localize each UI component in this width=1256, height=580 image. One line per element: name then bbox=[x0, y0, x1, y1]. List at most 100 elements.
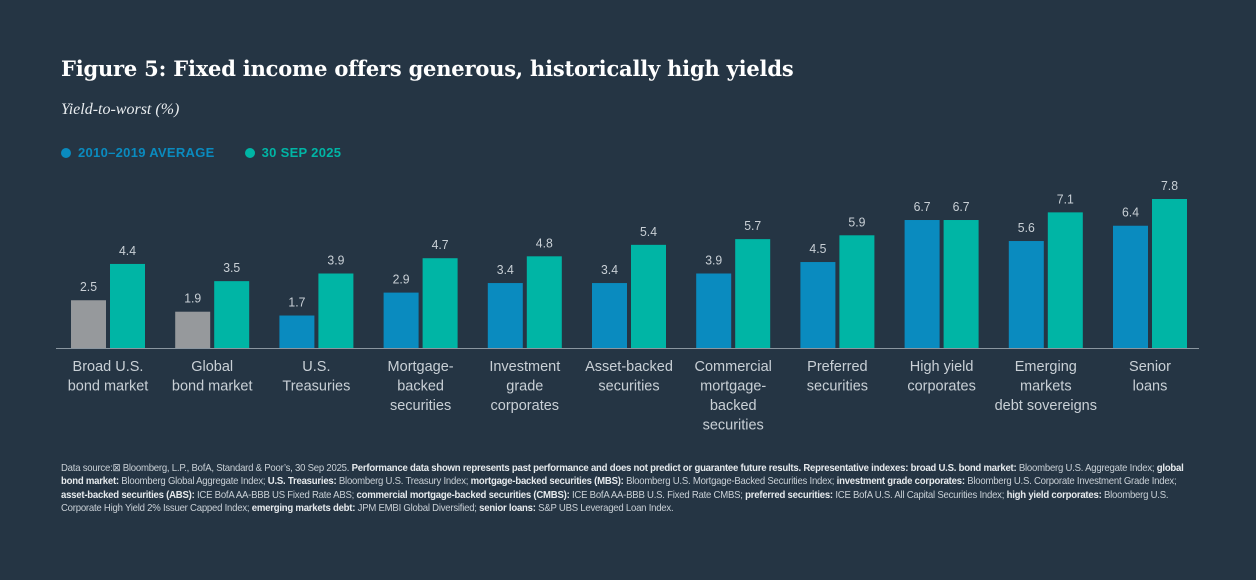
footnote-text: Bloomberg U.S. Treasury Index; bbox=[336, 476, 471, 488]
legend: 2010–2019 AVERAGE 30 SEP 2025 bbox=[61, 145, 341, 160]
footnote-text: S&P UBS Leveraged Loan Index. bbox=[535, 502, 674, 514]
category-label: Asset-backed bbox=[585, 359, 673, 375]
category-label: securities bbox=[598, 379, 659, 395]
footnote-bold-text: asset-backed securities (ABS): bbox=[61, 489, 195, 501]
footnote-text: Bloomberg U.S. Mortgage-Backed Securitie… bbox=[623, 476, 837, 488]
footnote-text: Bloomberg U.S. Corporate High Yield 2% I… bbox=[61, 489, 1169, 514]
category-label: securities bbox=[807, 379, 868, 395]
bar-current bbox=[318, 273, 354, 348]
bar-current bbox=[1047, 212, 1083, 348]
footnote: Data source:⊠ Bloomberg, L.P., BofA, Sta… bbox=[61, 462, 1201, 515]
bar-current bbox=[214, 281, 250, 348]
footnote-bold-text: global bond market: bbox=[61, 463, 1184, 488]
data-label: 4.7 bbox=[432, 237, 449, 252]
footnote-text: Bloomberg U.S. Corporate Investment Grad… bbox=[964, 476, 1177, 488]
category-label: Senior bbox=[1129, 359, 1171, 375]
legend-label-current: 30 SEP 2025 bbox=[261, 145, 342, 160]
data-label: 5.7 bbox=[744, 218, 761, 233]
legend-item-current: 30 SEP 2025 bbox=[244, 145, 342, 160]
chart-title: Figure 5: Fixed income offers generous, … bbox=[61, 56, 794, 81]
category-label: securities bbox=[703, 418, 764, 434]
data-label: 4.4 bbox=[119, 243, 136, 258]
bar-average bbox=[904, 220, 940, 348]
bar-average bbox=[1113, 225, 1148, 348]
bar-current bbox=[735, 239, 771, 348]
data-label: 6.7 bbox=[914, 199, 931, 214]
footnote-text: Bloomberg Global Aggregate Index; bbox=[118, 476, 268, 488]
footnote-text: ICE BofA AA-BBB U.S. Fixed Rate CMBS; bbox=[569, 489, 746, 501]
footnote-bold-text: U.S. Treasuries: bbox=[267, 476, 337, 488]
bar-average bbox=[487, 283, 523, 348]
category-label: backed bbox=[710, 398, 757, 414]
category-label: securities bbox=[390, 398, 451, 414]
bar-current bbox=[422, 258, 458, 348]
category-label: Investment bbox=[489, 359, 560, 375]
bar-average bbox=[800, 262, 836, 348]
legend-dot-average bbox=[61, 147, 71, 158]
category-label: Commercial bbox=[695, 359, 772, 375]
footnote-text: ICE BofA AA-BBB US Fixed Rate ABS; bbox=[194, 489, 357, 501]
footnote-bold-text: investment grade corporates: bbox=[836, 476, 965, 488]
data-label: 3.9 bbox=[327, 253, 344, 268]
footnote-bold-text: preferred securities: bbox=[745, 489, 833, 501]
category-label: markets bbox=[1020, 379, 1072, 395]
category-label: Mortgage- bbox=[388, 359, 454, 375]
data-label: 3.5 bbox=[223, 260, 240, 275]
data-label: 5.9 bbox=[848, 214, 865, 229]
category-label: mortgage- bbox=[700, 379, 766, 395]
data-label: 3.4 bbox=[497, 262, 514, 277]
footnote-text: Data source:⊠ Bloomberg, L.P., BofA, Sta… bbox=[61, 463, 352, 474]
data-label: 2.5 bbox=[80, 279, 97, 294]
data-label: 6.7 bbox=[953, 199, 970, 214]
bar-current bbox=[1152, 199, 1187, 348]
footnote-text: Bloomberg U.S. Aggregate Index; bbox=[1016, 463, 1157, 474]
bar-average bbox=[71, 300, 106, 348]
category-label: corporates bbox=[491, 398, 560, 414]
bar-current bbox=[631, 244, 666, 348]
category-label: Global bbox=[191, 359, 233, 375]
legend-label-average: 2010–2019 AVERAGE bbox=[78, 145, 215, 160]
category-label: corporates bbox=[907, 379, 976, 395]
data-label: 4.5 bbox=[809, 241, 826, 256]
footnote-bold-text: commercial mortgage-backed securities (C… bbox=[356, 489, 570, 501]
bar-current bbox=[110, 263, 145, 348]
bar-average bbox=[592, 283, 627, 348]
data-label: 7.1 bbox=[1057, 191, 1074, 206]
bar-current bbox=[943, 220, 979, 348]
footnote-bold-text: high yield corporates: bbox=[1006, 489, 1102, 501]
data-label: 1.9 bbox=[184, 291, 201, 306]
footnote-text: JPM EMBI Global Diversified; bbox=[355, 502, 480, 514]
data-label: 6.4 bbox=[1122, 205, 1139, 220]
category-label: Treasuries bbox=[282, 379, 350, 395]
bar-chart: 2.5 4.4 Broad U.S. bond market 1.9 3.5 Global b… bbox=[56, 178, 1199, 434]
bar-average bbox=[279, 315, 315, 348]
category-label: High yield bbox=[910, 359, 974, 375]
bar-average bbox=[383, 292, 419, 348]
legend-dot-current bbox=[244, 147, 255, 158]
data-label: 1.7 bbox=[288, 295, 305, 310]
category-label: bond market bbox=[68, 379, 149, 395]
data-label: 7.8 bbox=[1161, 178, 1178, 193]
category-label: Emerging bbox=[1015, 359, 1077, 375]
chart-subtitle: Yield-to-worst (%) bbox=[61, 101, 180, 118]
data-label: 5.4 bbox=[640, 224, 657, 239]
category-label: grade bbox=[506, 379, 543, 395]
category-label: loans bbox=[1133, 379, 1168, 395]
bar-average bbox=[175, 311, 211, 348]
data-label: 2.9 bbox=[393, 272, 410, 287]
category-label: bond market bbox=[172, 379, 253, 395]
category-label: U.S. bbox=[302, 359, 330, 375]
data-label: 3.4 bbox=[601, 262, 618, 277]
data-label: 4.8 bbox=[536, 235, 553, 250]
category-label: Preferred bbox=[807, 359, 867, 375]
bar-current bbox=[526, 256, 562, 348]
category-label: debt sovereigns bbox=[995, 398, 1097, 414]
footnote-bold-text: emerging markets debt: bbox=[251, 502, 356, 514]
footnote-bold-text: mortgage-backed securities (MBS): bbox=[470, 476, 624, 488]
bar-current bbox=[839, 235, 875, 348]
footnote-text: ICE BofA U.S. All Capital Securities Ind… bbox=[832, 489, 1007, 501]
data-label: 5.6 bbox=[1018, 220, 1035, 235]
footnote-bold-text: Performance data shown represents past p… bbox=[351, 463, 1017, 474]
category-label: backed bbox=[397, 379, 444, 395]
legend-item-average: 2010–2019 AVERAGE bbox=[61, 145, 215, 160]
